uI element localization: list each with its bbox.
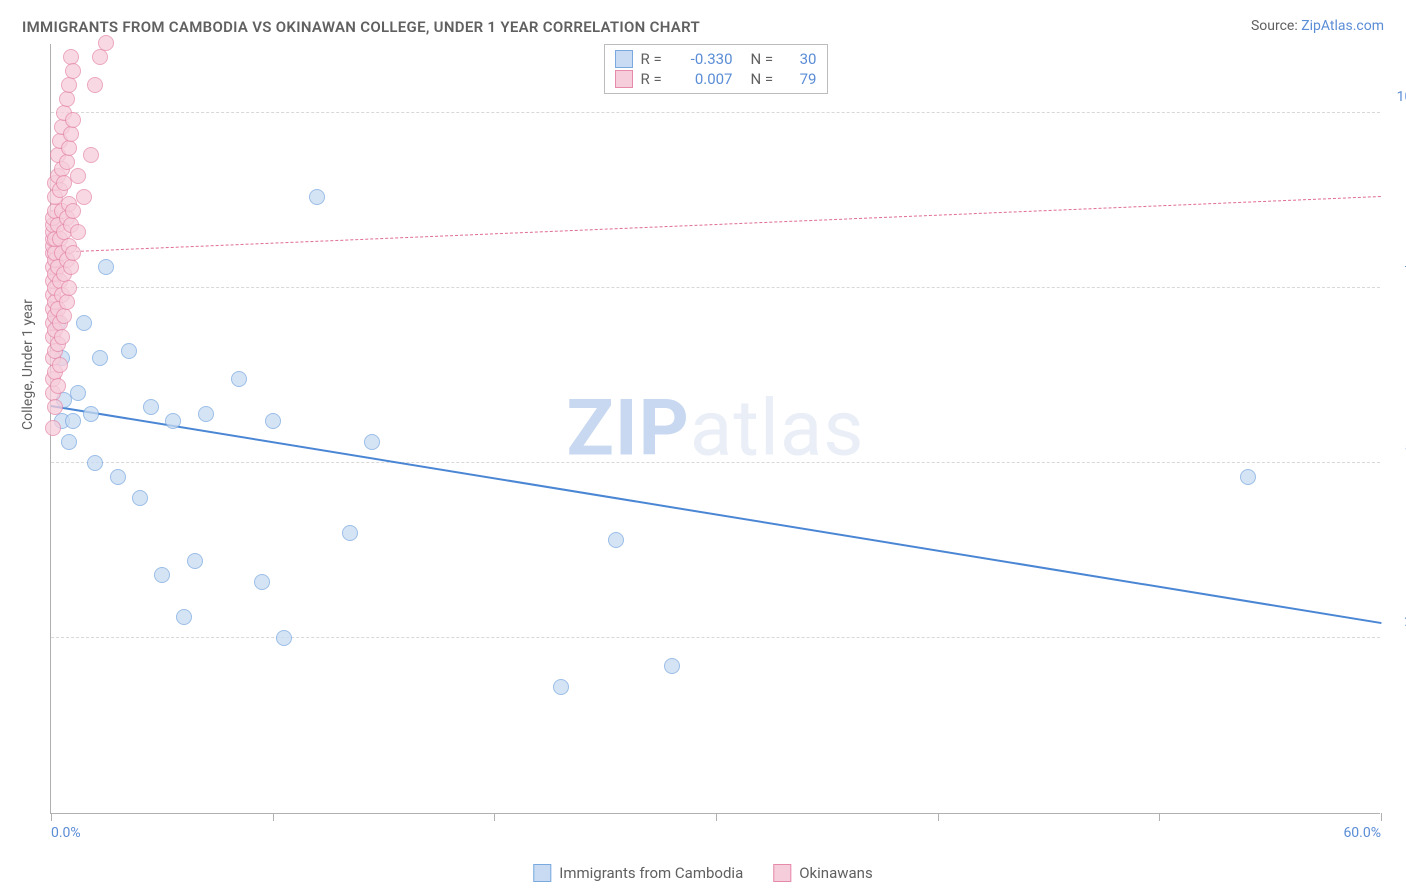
scatter-point [254, 574, 270, 590]
scatter-point [70, 168, 86, 184]
scatter-point [276, 630, 292, 646]
scatter-point [187, 553, 203, 569]
scatter-point [231, 371, 247, 387]
scatter-point [65, 413, 81, 429]
gridline-h [51, 112, 1380, 113]
watermark-rest: atlas [690, 383, 865, 474]
legend-label: Okinawans [799, 864, 872, 882]
scatter-point [70, 224, 86, 240]
watermark: ZIPatlas [566, 383, 864, 474]
stat-r-label: R = [641, 70, 669, 88]
stats-row: R = -0.330 N = 30 [615, 49, 817, 69]
scatter-point [143, 399, 159, 415]
legend-item: Immigrants from Cambodia [533, 864, 743, 882]
gridline-h [51, 637, 1380, 638]
scatter-point [165, 413, 181, 429]
source-link[interactable]: ZipAtlas.com [1301, 18, 1384, 34]
stats-legend: R = -0.330 N = 30 R = 0.007 N = 79 [604, 44, 828, 94]
scatter-point [342, 525, 358, 541]
xtick [51, 813, 52, 821]
scatter-point [176, 609, 192, 625]
scatter-point [65, 112, 81, 128]
stat-n-label: N = [751, 50, 779, 68]
scatter-point [59, 154, 75, 170]
legend-swatch [773, 864, 791, 882]
scatter-point [553, 679, 569, 695]
stat-r-value: -0.330 [677, 50, 733, 68]
xtick [1381, 813, 1382, 821]
legend-swatch [615, 50, 633, 68]
gridline-h [51, 462, 1380, 463]
scatter-point [154, 567, 170, 583]
scatter-point [70, 385, 86, 401]
xtick-label: 60.0% [1343, 825, 1381, 841]
scatter-point [608, 532, 624, 548]
scatter-point [1240, 469, 1256, 485]
scatter-point [132, 490, 148, 506]
xtick [494, 813, 495, 821]
scatter-point [61, 280, 77, 296]
plot-area: ZIPatlas R =-0.330N =30R =0.007N =79 25.… [50, 44, 1380, 814]
scatter-point [83, 147, 99, 163]
scatter-point [92, 350, 108, 366]
scatter-point [65, 203, 81, 219]
scatter-point [364, 434, 380, 450]
gridline-h [51, 287, 1380, 288]
stat-n-value: 30 [787, 50, 817, 68]
y-axis-label: College, Under 1 year [20, 299, 36, 430]
source-label: Source: [1251, 18, 1298, 34]
legend-item: Okinawans [773, 864, 872, 882]
chart-title: IMMIGRANTS FROM CAMBODIA VS OKINAWAN COL… [22, 18, 700, 36]
legend-label: Immigrants from Cambodia [559, 864, 743, 882]
scatter-point [59, 294, 75, 310]
scatter-point [45, 420, 61, 436]
scatter-point [265, 413, 281, 429]
stat-n-value: 79 [787, 70, 817, 88]
scatter-point [110, 469, 126, 485]
scatter-point [198, 406, 214, 422]
xtick [716, 813, 717, 821]
legend-swatch [533, 864, 551, 882]
stat-r-label: R = [641, 50, 669, 68]
xtick [273, 813, 274, 821]
scatter-point [83, 406, 99, 422]
scatter-point [65, 245, 81, 261]
scatter-point [92, 49, 108, 65]
scatter-point [61, 140, 77, 156]
scatter-point [52, 357, 68, 373]
stat-r-value: 0.007 [677, 70, 733, 88]
scatter-point [76, 189, 92, 205]
scatter-point [121, 343, 137, 359]
stats-row: R = 0.007 N = 79 [615, 69, 817, 89]
scatter-point [664, 658, 680, 674]
xtick [1159, 813, 1160, 821]
bottom-legend: Immigrants from Cambodia Okinawans [533, 864, 872, 882]
legend-swatch [615, 70, 633, 88]
scatter-point [59, 91, 75, 107]
ytick-label: 100.0% [1397, 89, 1406, 105]
scatter-point [63, 126, 79, 142]
scatter-point [98, 259, 114, 275]
xtick [938, 813, 939, 821]
scatter-point [309, 189, 325, 205]
scatter-point [54, 329, 70, 345]
scatter-point [98, 35, 114, 51]
scatter-point [63, 259, 79, 275]
watermark-bold: ZIP [566, 383, 689, 474]
source-attribution: Source: ZipAtlas.com [1251, 18, 1384, 34]
scatter-point [50, 378, 66, 394]
scatter-point [65, 63, 81, 79]
scatter-point [87, 455, 103, 471]
trend-line [51, 196, 1381, 253]
scatter-point [61, 77, 77, 93]
scatter-point [56, 308, 72, 324]
stat-n-label: N = [751, 70, 779, 88]
scatter-point [87, 77, 103, 93]
trend-line [51, 405, 1381, 624]
scatter-point [76, 315, 92, 331]
scatter-point [61, 434, 77, 450]
xtick-label: 0.0% [51, 825, 81, 841]
scatter-point [47, 399, 63, 415]
